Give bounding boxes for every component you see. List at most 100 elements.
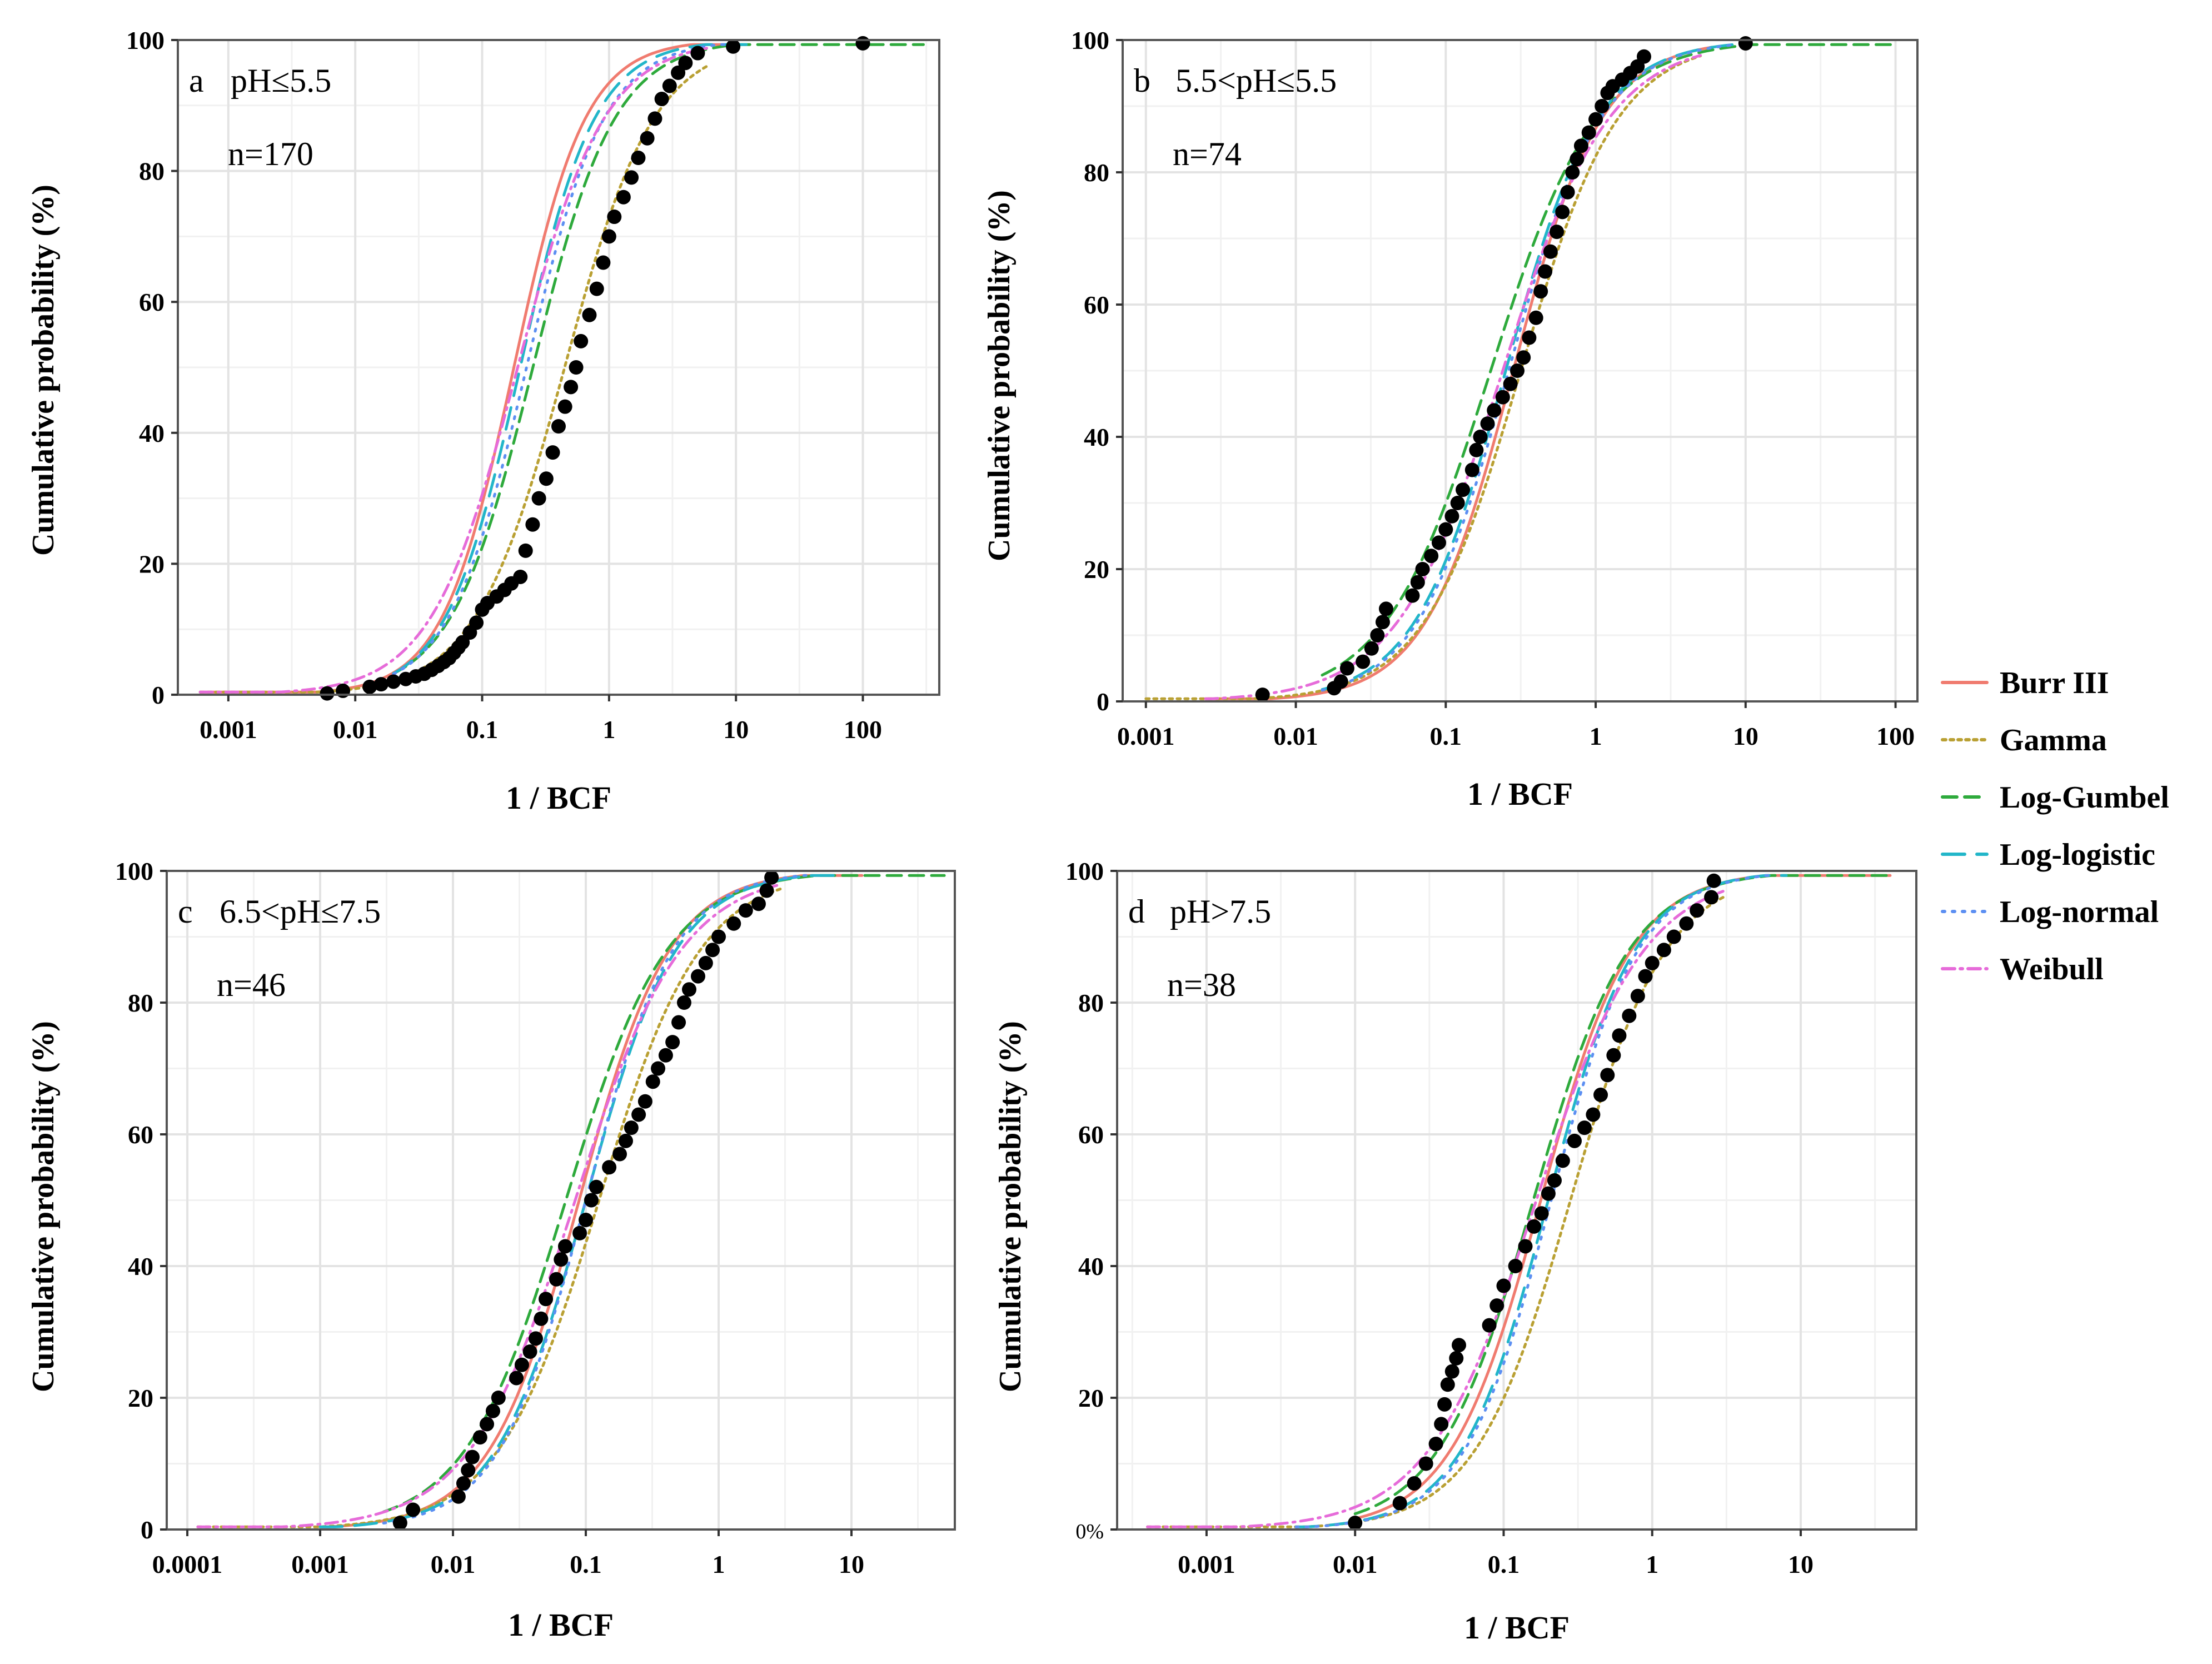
data-point: [574, 333, 589, 348]
x-tick-label: 1: [1646, 1550, 1658, 1578]
fit-line-log-logistic: [318, 874, 840, 1528]
data-point: [469, 615, 484, 630]
data-point: [531, 491, 546, 506]
data-point: [320, 686, 335, 701]
x-tick-label: 0.1: [466, 715, 499, 744]
data-point: [690, 46, 705, 61]
x-tick-label: 1: [1590, 722, 1602, 750]
data-point: [1482, 1318, 1497, 1333]
legend-item: Log-Gumbel: [1941, 780, 2169, 815]
data-point: [406, 1502, 421, 1517]
data-point: [554, 1252, 569, 1267]
y-axis-title: Cumulative probability (%): [26, 1021, 61, 1392]
y-ticks: 0% 20 40 60 80 100: [1065, 857, 1117, 1543]
legend-item: Log-normal: [1941, 895, 2159, 929]
data-point: [1469, 442, 1484, 457]
data-point: [336, 683, 351, 698]
observed-points: [1255, 36, 1753, 703]
legend-label: Gamma: [2000, 723, 2107, 758]
x-tick-label: 10: [723, 715, 749, 744]
data-point: [539, 1292, 554, 1307]
x-ticks: 0.0001 0.001 0.01 0.1 1 10: [152, 1530, 864, 1578]
panel-condition: pH>7.5: [1170, 893, 1271, 930]
data-point: [759, 883, 774, 898]
data-point: [676, 995, 691, 1010]
fit-curves: [198, 43, 925, 694]
y-ticks: 0 20 40 60 80 100: [1071, 26, 1123, 716]
data-point: [1538, 264, 1553, 279]
data-point: [480, 1417, 495, 1432]
data-point: [681, 982, 696, 997]
y-tick-label: 80: [1078, 989, 1104, 1017]
data-point: [1533, 284, 1548, 299]
x-tick-label: 0.01: [333, 715, 378, 744]
data-point: [1510, 363, 1525, 378]
data-point: [1550, 225, 1565, 240]
data-point: [1508, 1259, 1523, 1273]
data-point: [1333, 674, 1348, 689]
data-point: [465, 1449, 480, 1464]
data-point: [1555, 205, 1570, 220]
data-point: [1666, 929, 1681, 944]
data-point: [640, 131, 655, 146]
data-point: [601, 229, 616, 244]
legend-item: Gamma: [1941, 723, 2107, 758]
x-tick-label: 10: [1788, 1550, 1814, 1578]
data-point: [1565, 165, 1580, 180]
data-point: [509, 1371, 524, 1386]
data-point: [1534, 1206, 1549, 1221]
panel-label: c: [178, 893, 193, 930]
legend-item: Burr III: [1941, 666, 2109, 700]
x-tick-label: 0.1: [1488, 1550, 1520, 1578]
data-point: [705, 943, 720, 958]
data-point: [654, 92, 669, 107]
legend-label: Log-normal: [2000, 895, 2159, 929]
y-tick-label: 20: [1084, 555, 1109, 584]
data-point: [1560, 185, 1575, 200]
data-point: [1431, 535, 1446, 550]
data-point: [616, 190, 631, 205]
data-point: [584, 1193, 599, 1208]
x-tick-label: 10: [1733, 722, 1758, 750]
data-point: [582, 307, 597, 322]
y-axis-title: Cumulative probability (%): [26, 185, 61, 556]
panel-condition: pH≤5.5: [231, 62, 331, 99]
data-point: [1606, 1048, 1621, 1063]
data-point: [1452, 1338, 1467, 1353]
legend: Burr III Gamma Log-Gumbel Log-logistic Log-n…: [1941, 666, 2169, 987]
data-point: [522, 1344, 537, 1359]
data-point: [1370, 628, 1385, 642]
data-point: [665, 1035, 680, 1050]
panel-condition: 6.5<pH≤7.5: [220, 893, 381, 930]
fit-line-weibull: [198, 46, 709, 694]
x-tick-label: 100: [1876, 722, 1915, 750]
data-point: [602, 1160, 617, 1175]
data-point: [472, 1430, 487, 1445]
data-point: [1438, 522, 1453, 537]
data-point: [1410, 575, 1425, 590]
data-point: [624, 1120, 639, 1135]
panel-c: 0 20 40 60 80 100 0.0001 0.001 0.01 0.1 1 10 Cumulat…: [26, 857, 956, 1643]
data-point: [1518, 1239, 1533, 1254]
data-point: [564, 380, 579, 395]
sample-size: n=38: [1167, 966, 1236, 1003]
data-point: [645, 1074, 660, 1089]
observed-points: [392, 870, 779, 1531]
data-point: [671, 65, 686, 80]
data-point: [1418, 1456, 1433, 1471]
data-point: [1424, 549, 1439, 564]
x-tick-label: 0.1: [570, 1550, 602, 1578]
x-tick-label: 1: [713, 1550, 725, 1578]
y-tick-label: 0%: [1075, 1520, 1104, 1543]
data-point: [1450, 496, 1465, 510]
y-axis-title: Cumulative probability (%): [993, 1021, 1028, 1392]
data-point: [1495, 390, 1510, 405]
legend-item: Log-logistic: [1941, 838, 2155, 872]
legend-label: Log-logistic: [2000, 838, 2155, 872]
sample-size: n=46: [217, 966, 286, 1003]
data-point: [1555, 1153, 1570, 1168]
data-point: [514, 1357, 529, 1372]
data-point: [726, 916, 741, 931]
data-point: [1541, 1186, 1556, 1201]
legend-label: Burr III: [2000, 666, 2109, 700]
